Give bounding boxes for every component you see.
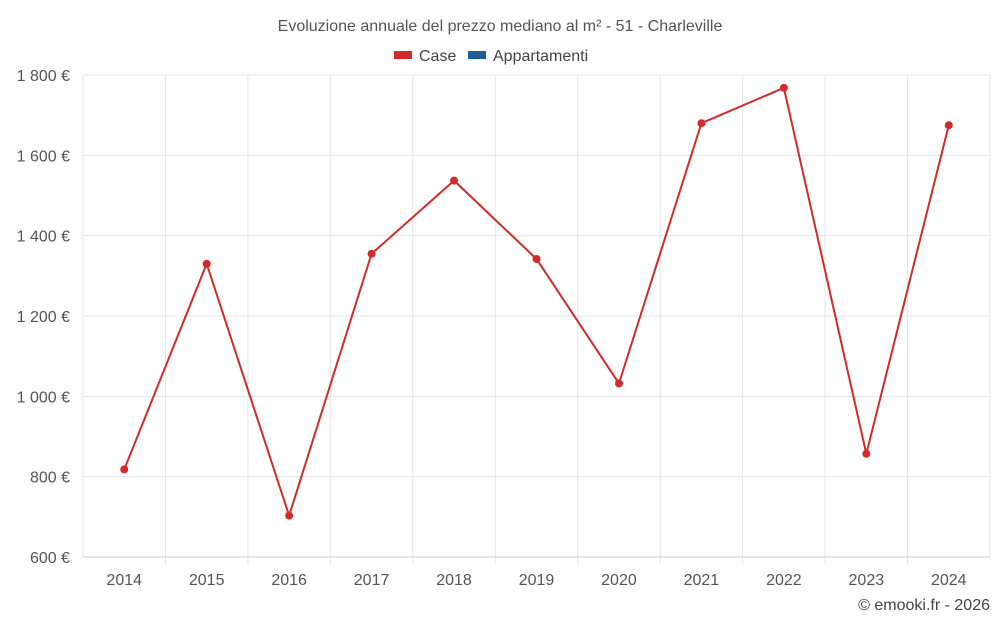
y-tick-label: 800 € — [30, 470, 70, 487]
data-point[interactable] — [862, 449, 871, 458]
y-tick-label: 1 400 € — [17, 229, 70, 246]
x-tick-label: 2024 — [931, 572, 967, 589]
data-point[interactable] — [202, 259, 211, 268]
y-tick-label: 600 € — [30, 550, 70, 567]
credit-text: © emooki.fr - 2026 — [858, 597, 990, 614]
series — [120, 83, 953, 520]
data-point[interactable] — [450, 176, 459, 185]
data-point[interactable] — [285, 511, 294, 520]
grid — [82, 74, 991, 565]
legend-label-case[interactable]: Case — [419, 48, 456, 65]
data-point[interactable] — [614, 379, 623, 388]
x-tick-label: 2019 — [519, 572, 555, 589]
x-tick-label: 2017 — [354, 572, 390, 589]
y-tick-label: 1 800 € — [17, 68, 70, 85]
data-point[interactable] — [532, 254, 541, 263]
x-tick-label: 2015 — [189, 572, 225, 589]
y-tick-label: 1 200 € — [17, 309, 70, 326]
legend-swatch-appartamenti — [468, 51, 486, 59]
x-tick-label: 2022 — [766, 572, 802, 589]
x-tick-label: 2021 — [684, 572, 720, 589]
data-point[interactable] — [944, 121, 953, 130]
y-tick-label: 1 000 € — [17, 389, 70, 406]
data-point[interactable] — [697, 119, 706, 128]
data-point[interactable] — [779, 83, 788, 92]
axes: 600 € 800 € 1 000 € 1 200 € 1 400 € 1 600 € 1 … — [17, 68, 990, 589]
legend-swatch-case — [394, 51, 412, 59]
data-point[interactable] — [367, 249, 376, 258]
x-tick-label: 2023 — [849, 572, 885, 589]
data-point[interactable] — [120, 465, 129, 474]
x-tick-label: 2014 — [106, 572, 142, 589]
x-tick-label: 2020 — [601, 572, 637, 589]
chart-title: Evoluzione annuale del prezzo mediano al… — [278, 18, 723, 35]
legend-label-appartamenti[interactable]: Appartamenti — [493, 48, 588, 65]
legend: Case Appartamenti — [394, 48, 588, 65]
x-tick-label: 2016 — [271, 572, 307, 589]
y-tick-label: 1 600 € — [17, 148, 70, 165]
x-tick-label: 2018 — [436, 572, 472, 589]
